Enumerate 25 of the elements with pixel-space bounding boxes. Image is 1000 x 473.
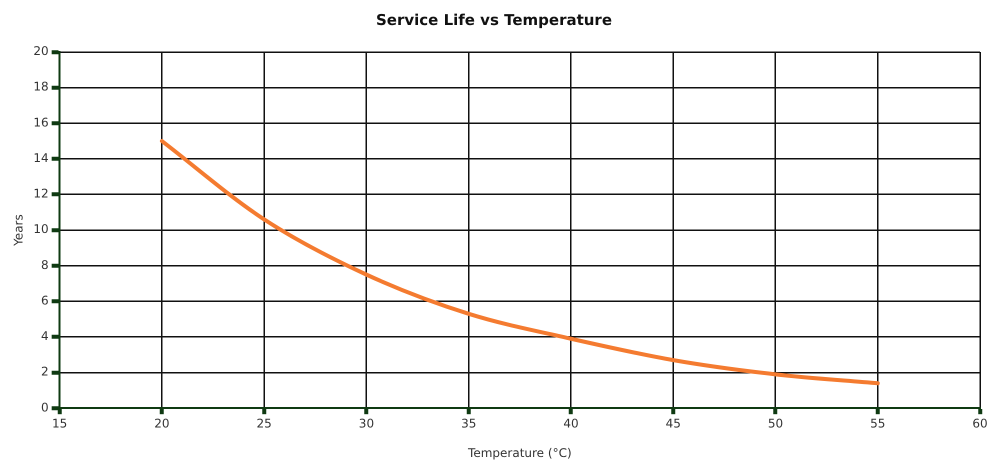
y-tick-label: 6	[41, 293, 49, 308]
x-tick-label: 25	[256, 416, 272, 431]
y-axis-title: Years	[11, 214, 26, 247]
x-tick-label: 60	[972, 416, 988, 431]
x-tick-label: 30	[358, 416, 374, 431]
y-tick-label: 18	[33, 80, 49, 94]
x-tick-label: 50	[768, 416, 784, 431]
x-tick-label: 15	[52, 416, 68, 431]
y-tick-label: 14	[33, 150, 49, 165]
x-tick-label: 55	[870, 416, 886, 431]
y-tick-label: 10	[33, 222, 49, 236]
x-tick-label: 20	[154, 416, 170, 431]
line-series	[160, 139, 880, 386]
x-axis-title: Temperature (°C)	[467, 446, 572, 460]
x-tick-label: 40	[563, 416, 579, 431]
y-tick-label: 0	[41, 400, 49, 414]
y-tick-label: 16	[33, 115, 49, 130]
y-tick-label: 12	[33, 186, 49, 201]
y-tick-label: 20	[33, 44, 49, 58]
chart-title: Service Life vs Temperature	[376, 10, 612, 29]
x-tick-label: 35	[461, 416, 476, 431]
x-tick-label: 45	[666, 416, 681, 431]
y-tick-label: 4	[41, 329, 49, 344]
y-tick-label: 8	[41, 258, 49, 272]
y-tick-label: 2	[41, 364, 49, 379]
